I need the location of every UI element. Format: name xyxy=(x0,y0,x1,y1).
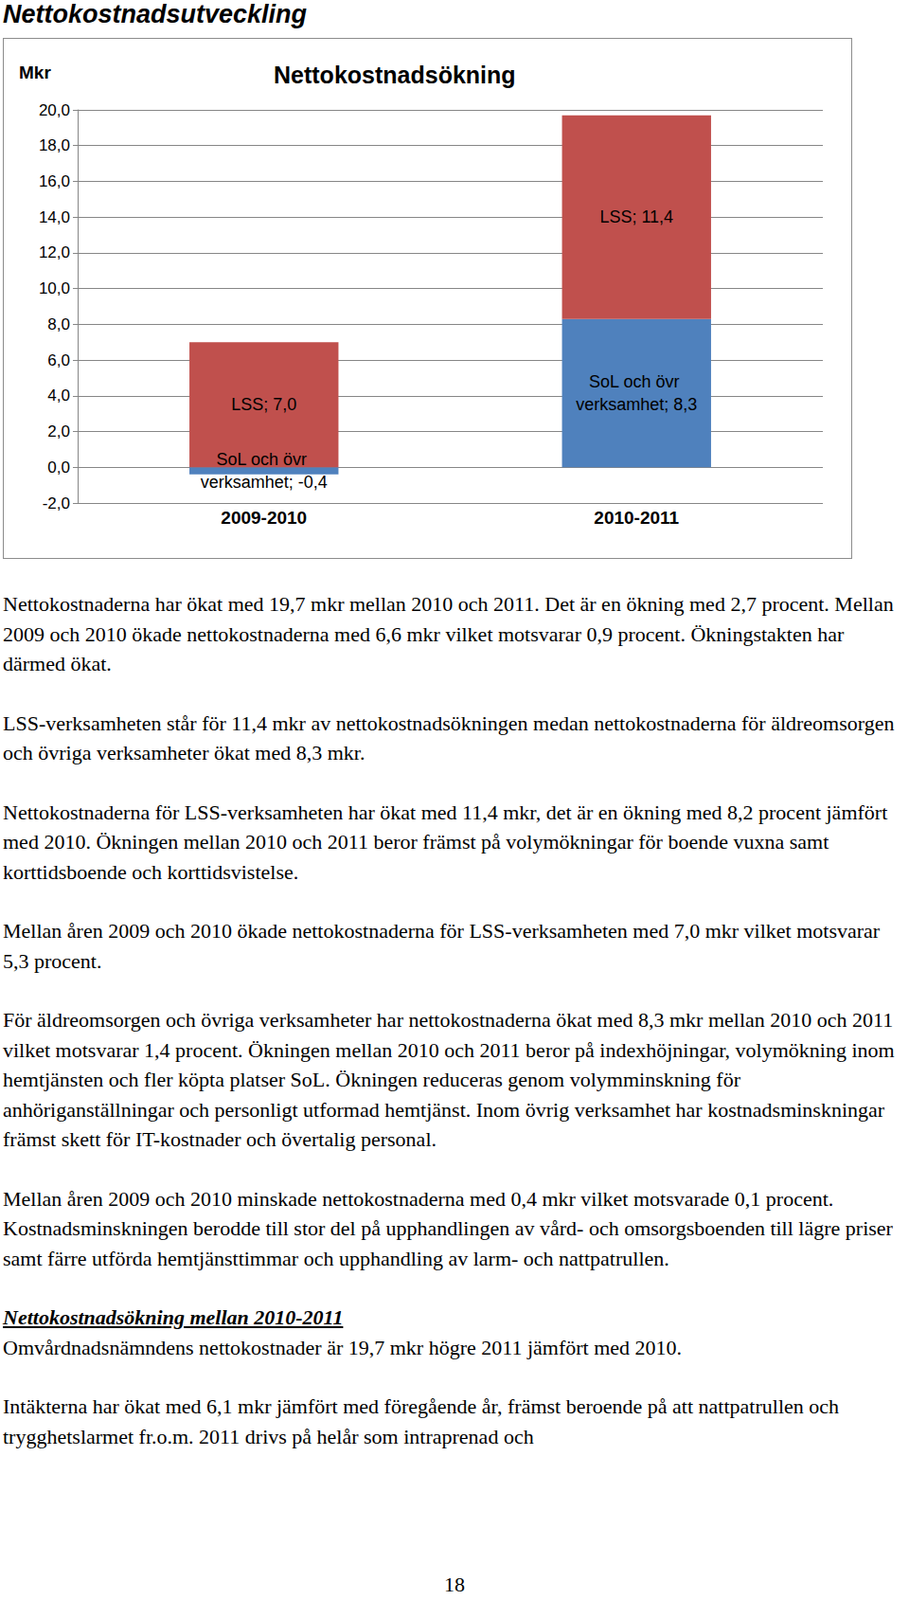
svg-text:SoL och övr: SoL och övr xyxy=(216,449,312,469)
svg-text:16,0: 16,0 xyxy=(38,172,71,191)
html-text:Nettokostnadsökning mellan 201: Nettokostnadsökning mellan 2010-2011 xyxy=(2,1304,344,1329)
html-text:För äldreomsorgen och övriga v: För äldreomsorgen och övriga verksamhete… xyxy=(2,1007,895,1151)
svg-text:2009-2010: 2009-2010 xyxy=(220,507,307,528)
svg-text:-2,0: -2,0 xyxy=(42,494,71,513)
svg-text:SoL och övr: SoL och övr xyxy=(588,372,684,392)
html-text:LSS-verksamheten står för 11,4: LSS-verksamheten står för 11,4 mkr av ne… xyxy=(2,710,895,765)
svg-text:20,0: 20,0 xyxy=(38,101,71,120)
svg-text:0,0: 0,0 xyxy=(47,458,71,477)
html-text:Mellan åren 2009 och 2010 ökad: Mellan åren 2009 och 2010 ökade nettokos… xyxy=(2,918,880,972)
svg-text:verksamhet; 8,3: verksamhet; 8,3 xyxy=(575,394,697,414)
svg-text:LSS; 7,0: LSS; 7,0 xyxy=(231,394,297,414)
html-text:Intäkterna har ökat med 6,1 mk: Intäkterna har ökat med 6,1 mkr jämfört … xyxy=(2,1393,839,1448)
svg-text:14,0: 14,0 xyxy=(38,208,71,227)
svg-text:18,0: 18,0 xyxy=(38,136,71,155)
html-text:Mellan åren 2009 och 2010 mins: Mellan åren 2009 och 2010 minskade netto… xyxy=(2,1185,893,1270)
svg-text:verksamhet; -0,4: verksamhet; -0,4 xyxy=(200,472,328,492)
svg-text:LSS; 11,4: LSS; 11,4 xyxy=(599,207,674,227)
svg-text:Nettokostnadsökning: Nettokostnadsökning xyxy=(273,61,517,89)
html-text:Omvårdnadsnämndens nettokostna: Omvårdnadsnämndens nettokostnader är 19,… xyxy=(2,1334,682,1359)
svg-text:4,0: 4,0 xyxy=(47,386,71,405)
svg-text:2,0: 2,0 xyxy=(47,422,71,441)
svg-text:Mkr: Mkr xyxy=(18,62,52,83)
html-text:Nettokostnaderna för LSS-verks: Nettokostnaderna för LSS-verksamheten ha… xyxy=(2,799,888,883)
svg-text:12,0: 12,0 xyxy=(38,243,71,262)
svg-text:10,0: 10,0 xyxy=(38,279,71,298)
svg-text:2010-2011: 2010-2011 xyxy=(593,507,679,528)
svg-text:8,0: 8,0 xyxy=(47,315,71,334)
html-text:Nettokostnaderna har ökat med: Nettokostnaderna har ökat med 19,7 mkr m… xyxy=(2,591,894,676)
svg-text:6,0: 6,0 xyxy=(47,351,71,370)
html-text:18: 18 xyxy=(444,1571,465,1596)
html-text:Nettokostnadsutveckling: Nettokostnadsutveckling xyxy=(2,0,307,29)
